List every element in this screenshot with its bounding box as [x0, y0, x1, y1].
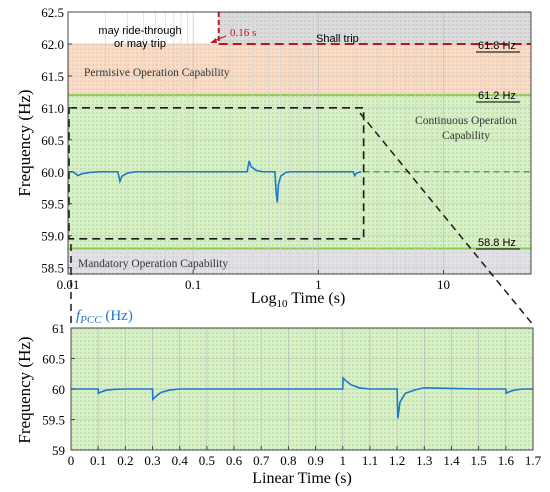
bottom-y-tick-label: 60 — [52, 382, 65, 397]
top-series-line-fpcc — [68, 160, 362, 203]
bottom-x-tick-label: 0.6 — [226, 453, 243, 468]
top-plot-frame — [67, 11, 532, 275]
top-x-tick-label: 0.1 — [185, 277, 201, 292]
bottom-x-tick-label: 0.1 — [90, 453, 106, 468]
region-label-ride-through-line2: or may trip — [114, 38, 166, 50]
linear-time-panel: 59 59.5 60 60.5 61 0 0.1 0.2 0.3 0.4 0.5 0.6 0.7 0.8 0… — [15, 308, 542, 487]
region-label-permissive: Permisive Operation Capability — [84, 67, 230, 79]
threshold-label-61-8: 61.8 Hz — [478, 40, 516, 52]
legend-fpcc: fPCC (Hz) — [76, 308, 133, 326]
bottom-x-tick-label: 1.7 — [525, 453, 542, 468]
region-label-continuous-line1: Continuous Operation — [415, 115, 517, 127]
region-mandatory — [68, 248, 531, 274]
top-y-tick-label: 59.5 — [41, 197, 64, 212]
zoom-connector-upper — [359, 112, 535, 327]
bottom-x-tick-label: 1.2 — [389, 453, 405, 468]
bottom-x-tick-label: 0 — [68, 453, 75, 468]
region-permissive — [68, 43, 531, 96]
bottom-y-tick-label: 61 — [52, 321, 65, 336]
bottom-x-tick-label: 1.3 — [416, 453, 432, 468]
top-y-tick-label: 61.0 — [41, 101, 64, 116]
top-y-tick-label: 60.5 — [41, 133, 64, 148]
bottom-x-tick-label: 0.9 — [307, 453, 323, 468]
bottom-y-tick-label: 60.5 — [42, 352, 65, 367]
top-x-tick-label: 1 — [315, 277, 322, 292]
bottom-x-tick-label: 1 — [340, 453, 347, 468]
top-y-tick-label: 62.0 — [41, 37, 64, 52]
top-x-tick-label: 10 — [437, 277, 450, 292]
bottom-y-tick-label: 59.5 — [42, 413, 65, 428]
top-x-axis-label: Log10 Time (s) — [251, 290, 346, 310]
bottom-x-tick-label: 1.4 — [443, 453, 460, 468]
top-x-tick-label: 0.01 — [57, 277, 80, 292]
top-y-tick-label: 60.0 — [41, 165, 64, 180]
bottom-series-line-fpcc — [71, 376, 533, 419]
bottom-x-tick-label: 1.5 — [471, 453, 487, 468]
bottom-x-tick-label: 0.2 — [117, 453, 133, 468]
top-y-tick-label: 59.0 — [41, 229, 64, 244]
trip-time-arrowhead — [210, 38, 217, 43]
region-label-continuous-line2: Capability — [442, 130, 490, 142]
bottom-y-tick-label: 59 — [52, 443, 65, 458]
zoom-box — [68, 107, 365, 240]
top-y-tick-label: 58.5 — [41, 261, 64, 276]
log-time-panel: 58.5 59.0 59.5 60.0 60.5 61.0 61.5 62.0 62.5 0.01… — [15, 5, 532, 310]
bottom-x-axis-label: Linear Time (s) — [252, 470, 352, 487]
bottom-x-tick-label: 0.5 — [199, 453, 215, 468]
bottom-x-tick-label: 0.3 — [144, 453, 160, 468]
bottom-x-tick-label: 0.8 — [280, 453, 296, 468]
trip-time-label: 0.16 s — [230, 27, 256, 39]
bottom-x-tick-label: 1.1 — [362, 453, 378, 468]
bottom-y-axis-label: Frequency (Hz) — [15, 336, 34, 443]
top-y-tick-label: 61.5 — [41, 69, 64, 84]
threshold-label-61-2: 61.2 Hz — [478, 90, 516, 102]
threshold-label-58-8: 58.8 Hz — [478, 237, 516, 249]
region-label-shall-trip: Shall trip — [316, 33, 359, 45]
region-label-mandatory: Mandatory Operation Capability — [78, 258, 228, 270]
bottom-x-tick-label: 0.4 — [172, 453, 189, 468]
region-shall-trip — [218, 12, 531, 44]
region-label-ride-through-line1: may ride-through — [98, 25, 181, 37]
top-y-axis-label: Frequency (Hz) — [15, 89, 34, 196]
top-y-tick-label: 62.5 — [41, 5, 64, 20]
bottom-x-tick-label: 0.7 — [253, 453, 270, 468]
bottom-x-tick-label: 1.6 — [498, 453, 515, 468]
